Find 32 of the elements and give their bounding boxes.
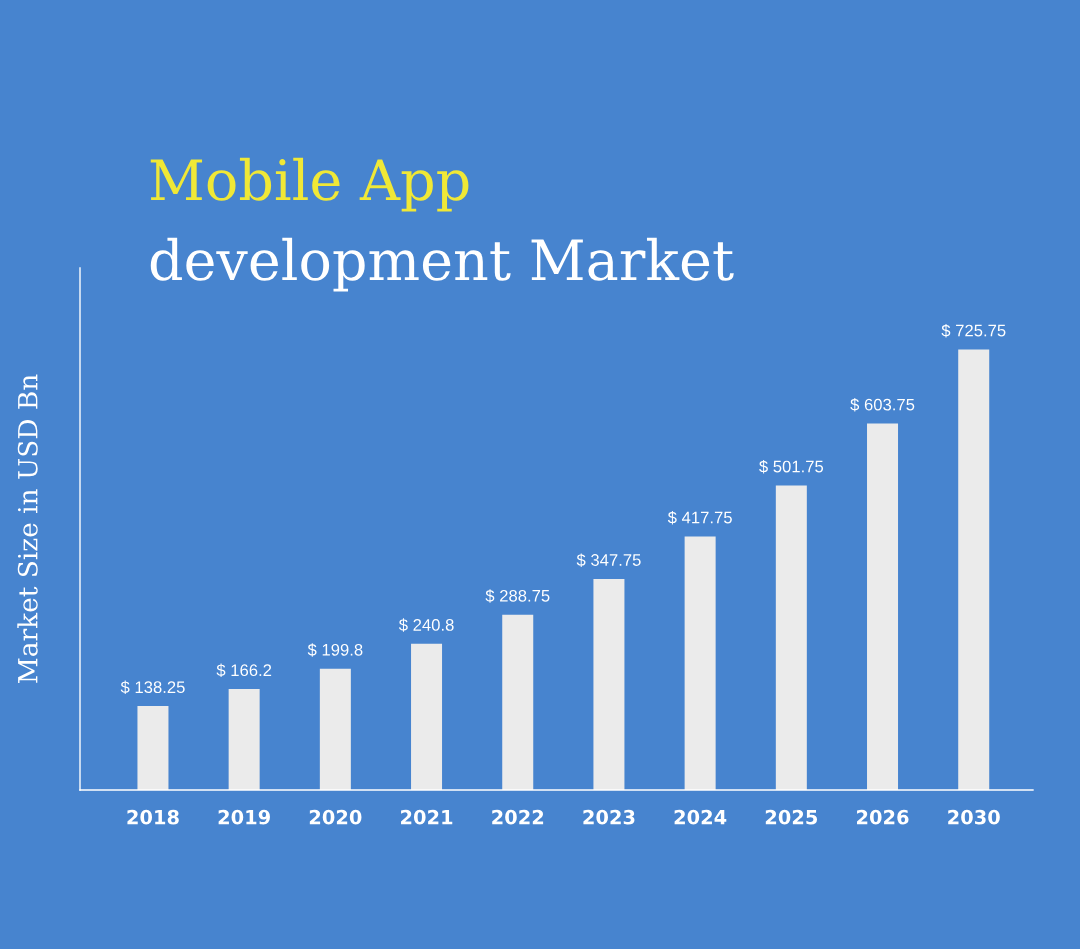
data-label: $ 725.75 [941, 323, 1006, 338]
data-label: $ 240.8 [398, 618, 454, 632]
x-tick-label: 2020 [309, 809, 362, 825]
data-label: $ 288.75 [485, 589, 550, 603]
x-tick-label: 2018 [127, 809, 179, 825]
y-axis-title: Market Size in USD Bn [17, 374, 38, 683]
bar [684, 536, 716, 790]
x-tick-label: 2021 [401, 809, 453, 825]
data-label: $ 501.75 [759, 459, 824, 474]
bar [775, 485, 807, 790]
x-tick-label: 2019 [218, 809, 270, 825]
data-label: $ 166.2 [216, 663, 272, 678]
chart-title: Mobile App development Market [150, 157, 734, 292]
x-tick-label: 2026 [857, 809, 909, 825]
bar [867, 423, 899, 790]
bar [319, 668, 351, 790]
bar [593, 578, 625, 790]
data-label: $ 138.25 [120, 680, 185, 695]
x-tick-label: 2022 [492, 809, 544, 825]
bar [137, 706, 169, 790]
bar [411, 643, 443, 790]
x-tick-label: 2030 [948, 809, 1000, 825]
bar [958, 349, 990, 790]
data-label: $ 199.8 [307, 643, 363, 657]
bar [502, 614, 534, 790]
x-tick-label: 2023 [583, 809, 635, 825]
x-tick-label: 2024 [674, 809, 727, 825]
data-label: $ 347.75 [576, 553, 641, 567]
bar [228, 689, 260, 790]
data-label: $ 417.75 [667, 510, 732, 525]
data-label: $ 603.75 [850, 398, 915, 412]
x-tick-label: 2025 [765, 809, 818, 825]
